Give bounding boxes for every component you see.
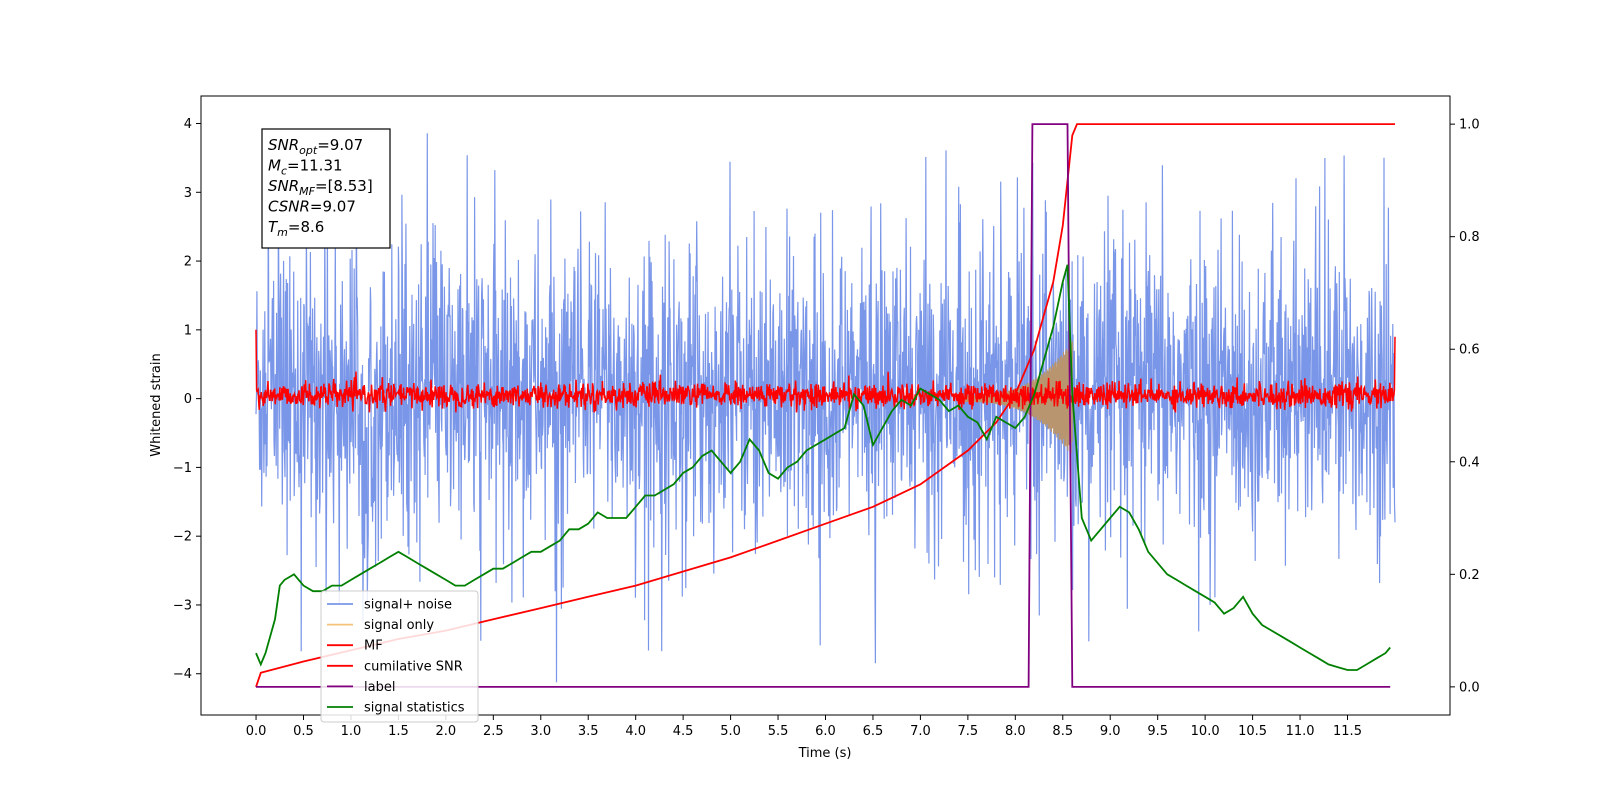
- series-label: [256, 123, 1391, 688]
- x-tick-label: 4.5: [673, 724, 694, 739]
- x-tick-label: 11.5: [1333, 724, 1362, 739]
- y-tick-label-right: 0.4: [1459, 455, 1480, 470]
- x-tick-label: 11.0: [1286, 724, 1315, 739]
- x-tick-label: 2.0: [436, 724, 457, 739]
- y-tick-label-right: 0.2: [1459, 568, 1480, 583]
- y-tick-label-right: 0.6: [1459, 343, 1480, 358]
- x-tick-label: 3.0: [530, 724, 551, 739]
- series-mf: [255, 329, 1396, 413]
- legend-entry: signal only: [364, 618, 434, 633]
- x-axis-label: Time (s): [798, 746, 852, 761]
- x-tick-label: 8.0: [1005, 724, 1026, 739]
- legend-entry: label: [364, 680, 395, 695]
- series-signal-noise: [255, 133, 1396, 683]
- annotation-frame: [261, 128, 391, 249]
- x-tick-label: 4.0: [625, 724, 646, 739]
- annotation-line: SNRMF=[8.53]: [268, 177, 373, 198]
- y-tick-label-left: −2: [173, 530, 192, 545]
- x-tick-label: 9.0: [1100, 724, 1121, 739]
- x-tick-label: 0.5: [293, 724, 314, 739]
- legend-entry: MF: [364, 639, 383, 654]
- legend-entry: signal+ noise: [364, 598, 452, 613]
- legend-frame: [320, 590, 479, 723]
- x-tick-label: 7.0: [910, 724, 931, 739]
- y-tick-label-right: 0.0: [1459, 680, 1480, 695]
- y-tick-label-right: 0.8: [1459, 230, 1480, 245]
- annotation-line: Tm=8.6: [268, 218, 324, 239]
- x-tick-label: 9.5: [1147, 724, 1168, 739]
- x-tick-label: 5.0: [720, 724, 741, 739]
- y-tick-label-right: 1.0: [1459, 118, 1480, 133]
- legend-entry: signal statistics: [364, 701, 465, 716]
- y-tick-label-left: 2: [184, 255, 192, 270]
- x-tick-label: 6.0: [815, 724, 836, 739]
- x-tick-label: 1.5: [388, 724, 409, 739]
- x-tick-label: 10.0: [1191, 724, 1220, 739]
- x-tick-label: 1.0: [341, 724, 362, 739]
- legend: signal+ noise signal only MF cumilative SNR…: [320, 590, 479, 723]
- y-tick-label-left: 3: [184, 186, 192, 201]
- x-tick-label: 5.5: [768, 724, 789, 739]
- x-tick-label: 6.5: [863, 724, 884, 739]
- x-tick-label: 2.5: [483, 724, 504, 739]
- y-axis-label: Whitened strain: [149, 353, 164, 456]
- annotation-line: CSNR=9.07: [268, 198, 356, 216]
- y-tick-label-left: 1: [184, 323, 192, 338]
- x-tick-label: 3.5: [578, 724, 599, 739]
- y-tick-label-left: −3: [173, 598, 192, 613]
- legend-entry: cumilative SNR: [364, 659, 463, 674]
- x-tick-label: 8.5: [1052, 724, 1073, 739]
- annotation-line: SNRopt=9.07: [268, 136, 363, 157]
- y-tick-label-left: −4: [173, 667, 192, 682]
- y-tick-label-left: 4: [184, 117, 192, 132]
- x-tick-label: 7.5: [958, 724, 979, 739]
- x-tick-label: 10.5: [1238, 724, 1267, 739]
- y-tick-label-left: 0: [184, 392, 192, 407]
- series-signal-statistics: [255, 264, 1391, 671]
- annotation-box: SNRopt=9.07Mc=11.31SNRMF=[8.53]CSNR=9.07…: [261, 128, 391, 249]
- y-tick-label-left: −1: [173, 461, 192, 476]
- x-tick-label: 0.0: [246, 724, 267, 739]
- annotation-line: Mc=11.31: [268, 157, 343, 178]
